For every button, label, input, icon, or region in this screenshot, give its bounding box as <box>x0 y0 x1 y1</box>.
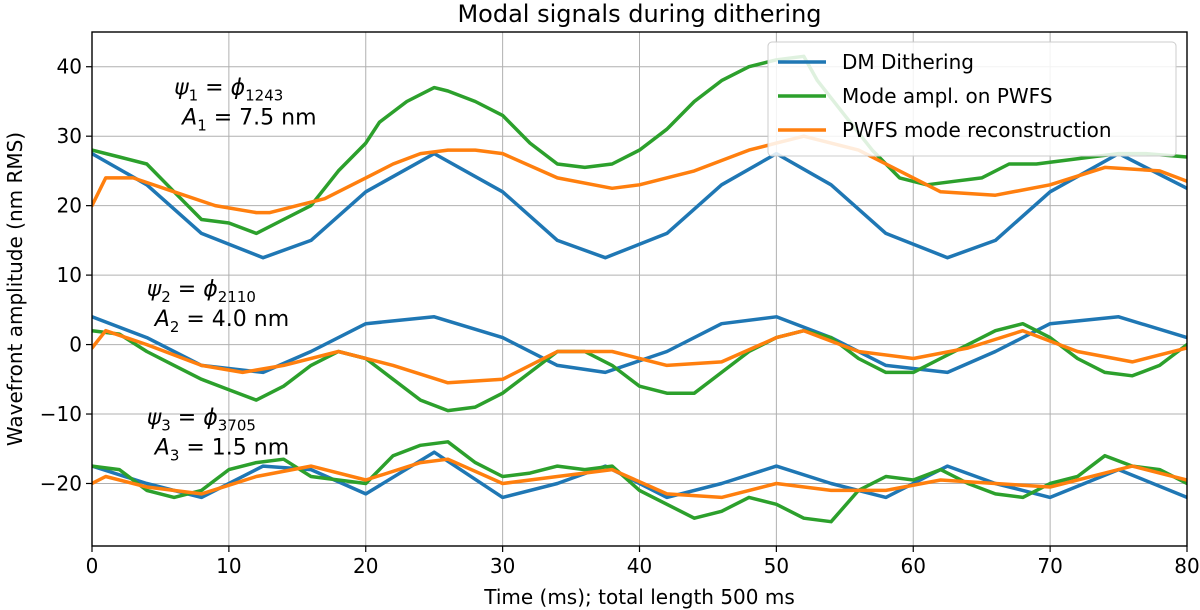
annotation-mode-2-basis: ψ2 = ϕ2110 <box>147 277 256 306</box>
x-tick-label: 60 <box>901 554 926 578</box>
annotation-mode-3-amplitude: A3 = 1.5 nm <box>153 435 289 464</box>
y-tick-label: 10 <box>57 263 82 287</box>
series-line-mode2-pwfs-mode-reconstruction <box>92 328 1187 385</box>
x-tick-label: 30 <box>490 554 515 578</box>
annotation-mode-1-amplitude: A1 = 7.5 nm <box>180 106 316 135</box>
legend-box <box>767 41 1177 157</box>
series-group <box>92 54 1187 524</box>
annotation-mode-3-basis: ψ3 = ϕ3705 <box>147 405 256 434</box>
legend: DM Dithering Mode ampl. on PWFS PWFS mode … <box>767 41 1177 157</box>
series-line-mode3-mode-ampl-on-pwfs <box>92 440 1187 524</box>
legend-label-dm-dithering: DM Dithering <box>842 50 974 74</box>
x-tick-label: 20 <box>353 554 378 578</box>
x-tick-label: 70 <box>1037 554 1062 578</box>
series-line-mode3-pwfs-mode-reconstruction <box>92 457 1187 500</box>
y-tick-label: 0 <box>69 333 82 357</box>
series-line-mode1-mode-ampl-on-pwfs <box>92 54 1187 236</box>
legend-label-pwfs-mode-reconstruction: PWFS mode reconstruction <box>842 118 1112 142</box>
chart-title: Modal signals during dithering <box>457 0 821 28</box>
series-line-mode1-dm-dithering <box>92 151 1187 260</box>
legend-label-mode-ampl-on-pwfs: Mode ampl. on PWFS <box>842 84 1053 108</box>
x-tick-label: 40 <box>627 554 652 578</box>
annotation-mode-1-basis: ψ1 = ϕ1243 <box>174 76 283 105</box>
ticks: 0 10 20 30 40 50 60 70 80 −20 −10 0 10 20 30 40 <box>40 55 1200 578</box>
y-axis-label: Wavefront amplitude (nm RMS) <box>3 132 27 446</box>
y-tick-label: 20 <box>57 194 82 218</box>
annotation-mode-2-amplitude: A2 = 4.0 nm <box>153 307 289 336</box>
x-axis-label: Time (ms); total length 500 ms <box>483 585 795 609</box>
series-line-mode2-mode-ampl-on-pwfs <box>92 321 1187 413</box>
x-tick-label: 10 <box>216 554 241 578</box>
y-tick-label: −10 <box>40 402 82 426</box>
x-tick-label: 0 <box>86 554 99 578</box>
x-tick-label: 50 <box>764 554 789 578</box>
series-line-mode1-pwfs-mode-reconstruction <box>92 134 1187 215</box>
y-tick-label: −20 <box>40 471 82 495</box>
x-tick-label: 80 <box>1174 554 1199 578</box>
y-tick-label: 30 <box>57 124 82 148</box>
y-tick-label: 40 <box>57 55 82 79</box>
